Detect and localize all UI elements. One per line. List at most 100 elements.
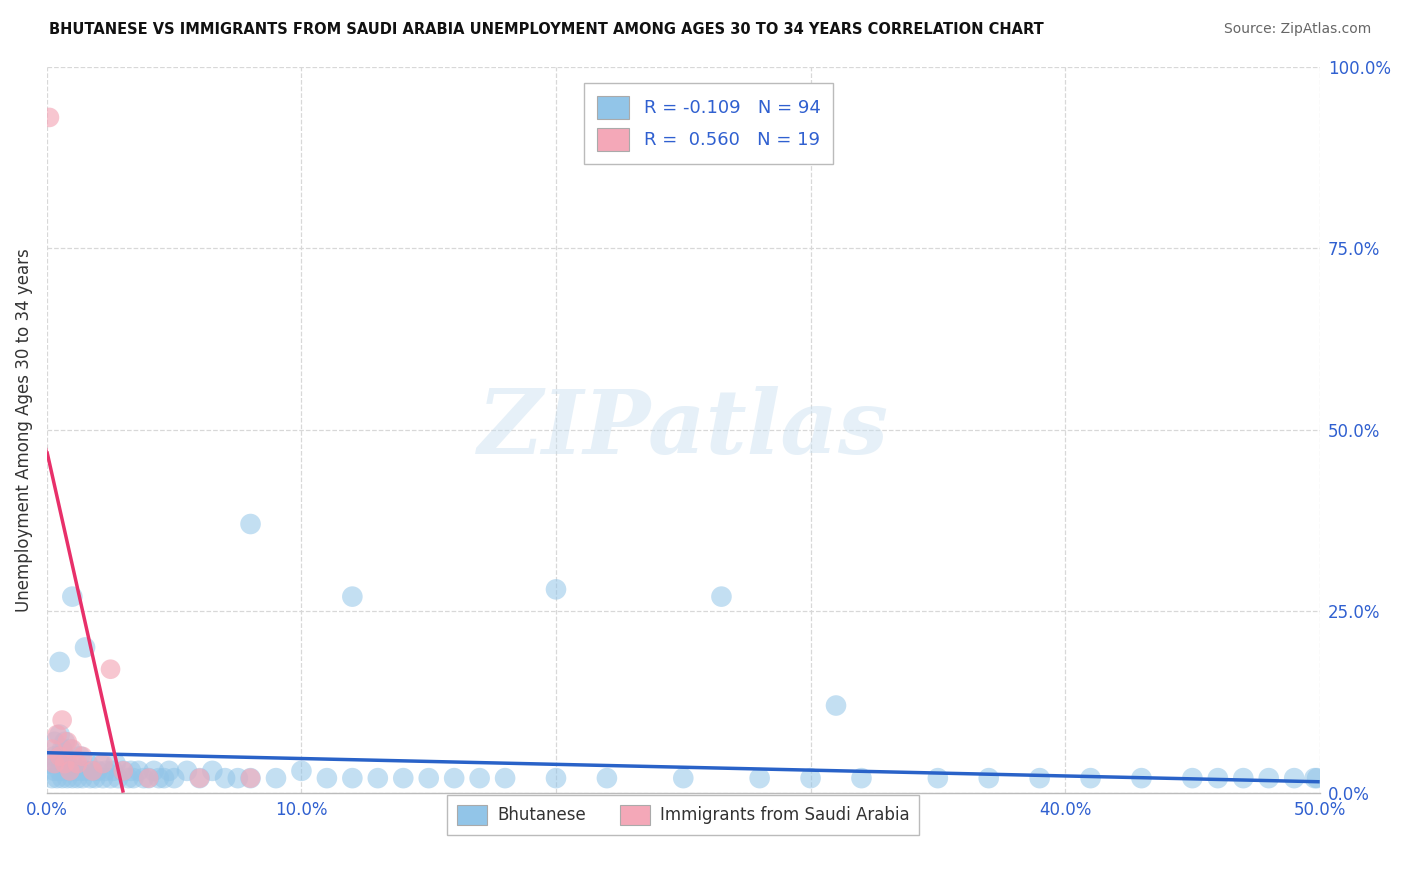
Point — [239, 516, 262, 531]
Point — [82, 764, 104, 778]
Point — [44, 735, 66, 749]
Point — [1232, 771, 1254, 785]
Point — [87, 764, 110, 778]
Point — [443, 771, 465, 785]
Point — [59, 742, 82, 756]
Point — [112, 764, 135, 778]
Point — [53, 764, 76, 778]
Point — [120, 764, 142, 778]
Point — [72, 771, 94, 785]
Point — [122, 771, 145, 785]
Point — [544, 582, 567, 597]
Point — [977, 771, 1000, 785]
Text: Source: ZipAtlas.com: Source: ZipAtlas.com — [1223, 22, 1371, 37]
Point — [46, 756, 69, 771]
Text: ZIPatlas: ZIPatlas — [478, 386, 889, 473]
Point — [48, 728, 70, 742]
Point — [51, 771, 73, 785]
Point — [100, 771, 122, 785]
Point — [48, 749, 70, 764]
Point — [342, 771, 364, 785]
Point — [1206, 771, 1229, 785]
Point — [710, 590, 733, 604]
Point — [53, 749, 76, 764]
Point — [76, 756, 98, 771]
Point — [48, 764, 70, 778]
Point — [1303, 771, 1326, 785]
Point — [342, 590, 364, 604]
Point — [72, 749, 94, 764]
Y-axis label: Unemployment Among Ages 30 to 34 years: Unemployment Among Ages 30 to 34 years — [15, 248, 32, 612]
Point — [66, 756, 89, 771]
Point — [851, 771, 873, 785]
Point — [1306, 771, 1329, 785]
Point — [56, 735, 79, 749]
Point — [94, 764, 117, 778]
Point — [153, 771, 176, 785]
Point — [264, 771, 287, 785]
Point — [188, 771, 211, 785]
Point — [239, 771, 262, 785]
Point — [138, 771, 160, 785]
Point — [157, 764, 180, 778]
Point — [82, 764, 104, 778]
Point — [91, 756, 114, 771]
Point — [1282, 771, 1305, 785]
Point — [66, 771, 89, 785]
Point — [214, 771, 236, 785]
Point — [1257, 771, 1279, 785]
Point — [100, 662, 122, 676]
Point — [75, 764, 97, 778]
Point — [163, 771, 186, 785]
Point — [748, 771, 770, 785]
Text: BHUTANESE VS IMMIGRANTS FROM SAUDI ARABIA UNEMPLOYMENT AMONG AGES 30 TO 34 YEARS: BHUTANESE VS IMMIGRANTS FROM SAUDI ARABI… — [49, 22, 1045, 37]
Point — [41, 771, 63, 785]
Point — [59, 764, 82, 778]
Point — [672, 771, 695, 785]
Point — [188, 771, 211, 785]
Point — [176, 764, 198, 778]
Point — [79, 771, 101, 785]
Point — [468, 771, 491, 785]
Point — [596, 771, 619, 785]
Point — [41, 742, 63, 756]
Legend: Bhutanese, Immigrants from Saudi Arabia: Bhutanese, Immigrants from Saudi Arabia — [447, 795, 920, 835]
Point — [51, 713, 73, 727]
Point — [799, 771, 821, 785]
Point — [53, 756, 76, 771]
Point — [112, 764, 135, 778]
Point — [53, 735, 76, 749]
Point — [59, 764, 82, 778]
Point — [44, 756, 66, 771]
Point — [75, 640, 97, 655]
Point — [46, 771, 69, 785]
Point — [44, 749, 66, 764]
Point — [69, 764, 91, 778]
Point — [44, 764, 66, 778]
Point — [142, 764, 165, 778]
Point — [418, 771, 440, 785]
Point — [494, 771, 516, 785]
Point — [63, 764, 86, 778]
Point — [117, 771, 139, 785]
Point — [367, 771, 389, 785]
Point — [544, 771, 567, 785]
Point — [101, 764, 124, 778]
Point — [84, 771, 107, 785]
Point — [89, 756, 111, 771]
Point — [392, 771, 415, 785]
Point — [56, 756, 79, 771]
Point — [1181, 771, 1204, 785]
Point — [60, 742, 83, 756]
Point — [1080, 771, 1102, 785]
Point — [51, 742, 73, 756]
Point — [128, 764, 150, 778]
Point — [1130, 771, 1153, 785]
Point — [51, 756, 73, 771]
Point — [201, 764, 224, 778]
Point — [38, 756, 60, 771]
Point — [927, 771, 949, 785]
Point — [60, 771, 83, 785]
Point — [48, 749, 70, 764]
Point — [46, 728, 69, 742]
